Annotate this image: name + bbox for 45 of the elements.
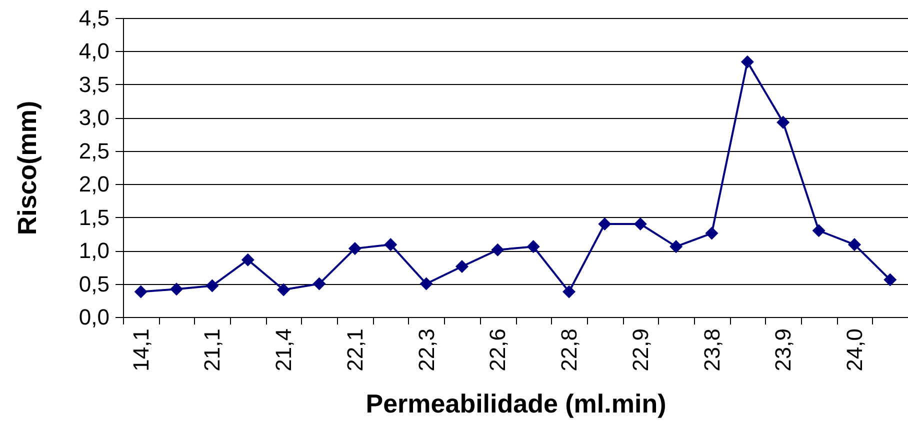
x-tick-label: 22,6 — [485, 328, 510, 372]
point — [670, 240, 683, 254]
x-tick-label: 23,8 — [699, 328, 724, 372]
point — [598, 217, 612, 230]
y-tick-label: 1,5 — [78, 204, 110, 230]
x-tick-label: 22,3 — [414, 328, 439, 372]
y-tick-label: 4,0 — [78, 38, 110, 64]
x-tick-label: 21,1 — [200, 328, 225, 372]
x-tick-label: 24,0 — [842, 328, 867, 372]
y-tick-label: 0,0 — [78, 304, 110, 330]
point — [420, 277, 433, 290]
y-tick-label: 0,5 — [78, 271, 110, 296]
y-tick-label: 3,5 — [78, 72, 110, 97]
point — [848, 238, 861, 252]
point — [812, 224, 826, 238]
point — [241, 253, 254, 266]
point — [740, 55, 754, 68]
x-tick-label: 21,4 — [271, 328, 296, 372]
point — [884, 273, 897, 286]
point — [312, 277, 326, 290]
y-tick-label: 2,5 — [78, 138, 110, 164]
point — [705, 226, 718, 240]
x-tick-label: 22,9 — [628, 328, 653, 372]
point — [526, 240, 540, 254]
y-tick-label: 4,5 — [78, 6, 110, 30]
x-tick-label: 14,1 — [128, 328, 154, 372]
point — [562, 285, 576, 298]
point — [491, 243, 504, 256]
point — [170, 282, 184, 296]
point — [134, 285, 148, 298]
point — [277, 283, 290, 296]
y-tick-label: 3,0 — [78, 105, 110, 130]
point — [348, 242, 362, 256]
point — [206, 279, 219, 292]
y-axis-title: Risco(mm) — [12, 100, 42, 236]
point — [384, 238, 398, 252]
point — [455, 260, 468, 274]
x-axis-title: Permeabilidade (ml.min) — [366, 388, 666, 418]
y-tick-label: 1,0 — [78, 238, 110, 264]
x-tick-label: 22,1 — [342, 328, 368, 372]
y-tick-label: 2,0 — [78, 172, 110, 197]
point — [776, 116, 790, 129]
x-tick-label: 22,8 — [556, 328, 582, 372]
x-tick-label: 23,9 — [770, 328, 796, 372]
point — [634, 217, 647, 230]
